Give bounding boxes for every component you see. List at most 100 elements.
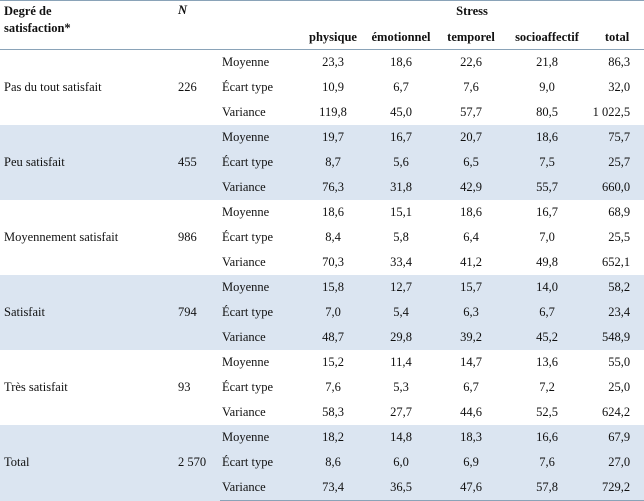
cell-emotionnel: 16,7	[364, 125, 438, 150]
group-label: Satisfait	[0, 275, 156, 350]
degre-line2: satisfaction*	[4, 21, 71, 35]
column-header-temporel: temporel	[447, 29, 495, 44]
stat-label: Moyenne	[222, 205, 270, 219]
cell-emotionnel: 18,6	[390, 55, 412, 69]
cell-temporel: 20,7	[438, 125, 504, 150]
cell-total: 25,7	[590, 150, 644, 175]
table-row: Total 2 570 Moyenne 18,2 14,8 18,3 16,6 67,9	[0, 425, 644, 501]
cell-total: 58,2	[590, 275, 644, 300]
table-row: Très satisfait 93 Moyenne 15,2 11,4 14,7 13,6 5…	[0, 350, 644, 394]
cell-physique: 76,3	[302, 175, 364, 200]
cell-emotionnel: 5,8	[393, 230, 409, 244]
cell-socioaffectif: 13,6	[536, 355, 558, 369]
stat-label: Moyenne	[222, 355, 270, 369]
cell-socioaffectif: 18,6	[504, 125, 590, 150]
cell-socioaffectif: 14,0	[504, 275, 590, 300]
cell-emotionnel: 6,7	[393, 80, 409, 94]
stat-label: Écart type	[222, 230, 274, 244]
cell-physique: 18,2	[302, 425, 364, 450]
cell-physique: 119,8	[319, 105, 347, 119]
stat-label: Moyenne	[222, 55, 270, 69]
stat-label: Variance	[220, 175, 302, 200]
cell-total: 25,5	[608, 230, 631, 244]
cell-emotionnel: 12,7	[364, 275, 438, 300]
cell-temporel: 22,6	[460, 55, 482, 69]
group-n: 986	[178, 230, 197, 244]
column-header-emotionnel: émotionnel	[371, 29, 431, 44]
cell-temporel: 18,3	[438, 425, 504, 450]
group-n: 455	[156, 125, 220, 200]
cell-emotionnel: 11,4	[390, 355, 412, 369]
cell-emotionnel: 31,8	[364, 175, 438, 200]
cell-socioaffectif: 9,0	[539, 80, 555, 94]
table-row: Écart type 10,9 6,7 7,6 9,0 32,0	[0, 75, 644, 100]
cell-temporel: 42,9	[438, 175, 504, 200]
cell-temporel: 15,7	[438, 275, 504, 300]
cell-total: 1 022,5	[592, 105, 631, 119]
cell-socioaffectif: 55,7	[504, 175, 590, 200]
stat-label: Écart type	[220, 150, 302, 175]
cell-total: 25,0	[608, 380, 631, 394]
stat-label: Moyenne	[220, 425, 302, 450]
cell-emotionnel: 5,3	[393, 380, 409, 394]
stat-label: Moyenne	[220, 125, 302, 150]
table-row: Écart type 8,6 6,0 6,9 7,6 27,0	[0, 450, 644, 475]
table-row: Variance 48,7 29,8 39,2 45,2 548,9	[0, 325, 644, 350]
cell-emotionnel: 29,8	[364, 325, 438, 350]
cell-temporel: 14,7	[460, 355, 482, 369]
stat-label: Moyenne	[220, 275, 302, 300]
table-row: Moyennement satisfait 986 Moyenne 18,6 15,1 1…	[0, 200, 644, 244]
table-row: Variance 119,8 45,0 57,7 80,5 1 022,5	[0, 100, 644, 125]
cell-total: 86,3	[608, 55, 631, 69]
group-n: 93	[178, 380, 191, 394]
cell-socioaffectif: 49,8	[536, 255, 558, 269]
cell-temporel: 39,2	[438, 325, 504, 350]
cell-total: 660,0	[590, 175, 644, 200]
cell-physique: 58,3	[322, 405, 344, 419]
cell-emotionnel: 6,0	[364, 450, 438, 475]
stat-label: Variance	[222, 255, 266, 269]
table-row: Écart type 7,6 5,3 6,7 7,2 25,0	[0, 375, 644, 400]
cell-total: 32,0	[608, 80, 631, 94]
table-row: Écart type 8,4 5,8 6,4 7,0 25,5	[0, 225, 644, 250]
cell-socioaffectif: 45,2	[504, 325, 590, 350]
cell-total: 23,4	[590, 300, 644, 325]
stat-label: Variance	[222, 405, 266, 419]
stat-label: Écart type	[222, 380, 274, 394]
cell-socioaffectif: 16,6	[504, 425, 590, 450]
group-n: 794	[156, 275, 220, 350]
cell-physique: 10,9	[322, 80, 344, 94]
cell-socioaffectif: 7,5	[504, 150, 590, 175]
cell-physique: 19,7	[302, 125, 364, 150]
cell-temporel: 7,6	[463, 80, 479, 94]
cell-temporel: 6,3	[438, 300, 504, 325]
column-header-stat-spacer	[220, 25, 302, 50]
table-row: Variance 58,3 27,7 44,6 52,5 624,2	[0, 400, 644, 425]
cell-physique: 70,3	[322, 255, 344, 269]
table-row: Écart type 7,0 5,4 6,3 6,7 23,4	[0, 300, 644, 325]
cell-temporel: 6,9	[438, 450, 504, 475]
column-header-n: N	[178, 3, 188, 17]
group-n: 2 570	[156, 425, 220, 501]
stat-label: Variance	[222, 105, 266, 119]
cell-total: 55,0	[608, 355, 631, 369]
column-header-stress: Stress	[456, 4, 488, 18]
cell-temporel: 18,6	[460, 205, 482, 219]
cell-emotionnel: 33,4	[390, 255, 412, 269]
cell-socioaffectif: 21,8	[536, 55, 558, 69]
cell-socioaffectif: 7,6	[504, 450, 590, 475]
group-n: 226	[178, 80, 197, 94]
column-header-physique: physique	[309, 29, 357, 44]
cell-emotionnel: 15,1	[390, 205, 412, 219]
cell-temporel: 6,5	[438, 150, 504, 175]
cell-total: 67,9	[590, 425, 644, 450]
cell-physique: 8,6	[302, 450, 364, 475]
column-header-degre: Degré de satisfaction*	[0, 1, 156, 50]
cell-temporel: 41,2	[460, 255, 482, 269]
cell-emotionnel: 14,8	[364, 425, 438, 450]
cell-emotionnel: 45,0	[390, 105, 412, 119]
group-label: Pas du tout satisfait	[4, 80, 102, 94]
column-header-total: total	[604, 29, 630, 44]
stat-label: Écart type	[220, 450, 302, 475]
cell-physique: 8,4	[325, 230, 341, 244]
